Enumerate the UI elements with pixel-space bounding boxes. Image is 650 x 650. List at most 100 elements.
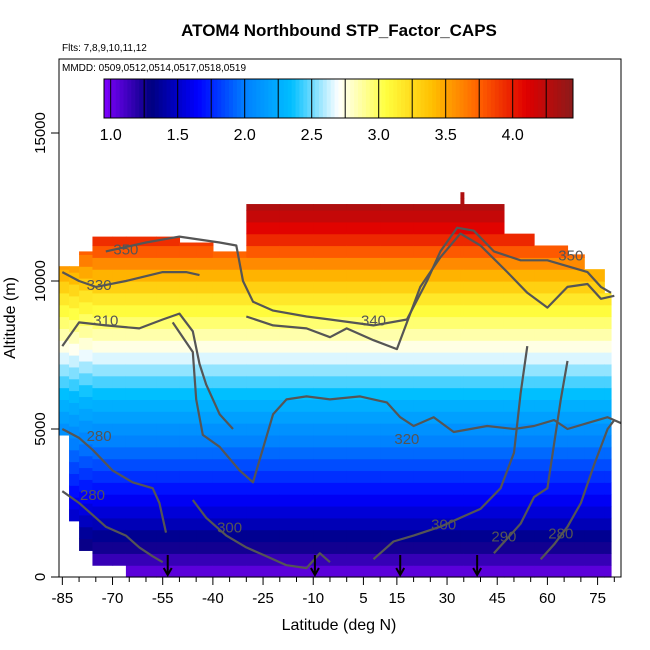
heatmap-cell bbox=[279, 494, 314, 507]
heatmap-cell bbox=[313, 399, 348, 412]
heatmap-cell bbox=[604, 434, 612, 448]
heatmap-cell bbox=[460, 517, 465, 531]
heatmap-cell bbox=[413, 387, 462, 400]
heatmap-cell bbox=[604, 494, 612, 507]
heatmap-cell bbox=[156, 387, 181, 400]
heatmap-cell bbox=[534, 565, 569, 578]
heatmap-cell bbox=[534, 304, 569, 318]
heatmap-cell bbox=[380, 482, 415, 495]
heatmap-cell bbox=[460, 529, 465, 543]
contour-label: 310 bbox=[93, 312, 118, 329]
heatmap-cell bbox=[463, 363, 505, 377]
x-axis-label: Latitude (deg N) bbox=[282, 617, 397, 634]
heatmap-cell bbox=[196, 529, 214, 543]
contour-label: 320 bbox=[394, 431, 419, 448]
heatmap-cell bbox=[279, 399, 314, 412]
colorbar-segment bbox=[139, 79, 144, 118]
heatmap-cell bbox=[584, 363, 605, 377]
heatmap-cell bbox=[92, 482, 114, 495]
colorbar-segment bbox=[385, 79, 390, 118]
heatmap-cell bbox=[460, 192, 465, 199]
contour-labels: 350 350 330 340 310 320 280 280 300 300 290 280 bbox=[80, 241, 583, 545]
heatmap-cell bbox=[279, 233, 314, 247]
heatmap-cell bbox=[196, 242, 214, 247]
colorbar-segment bbox=[569, 79, 574, 118]
heatmap-cell bbox=[460, 565, 465, 578]
heatmap-cell bbox=[125, 470, 157, 483]
heatmap-cell bbox=[584, 387, 605, 400]
colorbar-segment bbox=[416, 79, 422, 118]
colorbar-segment bbox=[303, 79, 308, 118]
heatmap-cell bbox=[92, 245, 114, 258]
heatmap-cell bbox=[604, 316, 612, 329]
heatmap-cell bbox=[112, 505, 127, 519]
colorbar-segment bbox=[189, 79, 195, 118]
colorbar-segment bbox=[494, 79, 500, 118]
heatmap-cell bbox=[112, 494, 127, 507]
heatmap-cell bbox=[460, 411, 465, 424]
heatmap-cell bbox=[125, 292, 157, 306]
heatmap-cell bbox=[246, 340, 281, 353]
heatmap-cell bbox=[380, 553, 415, 566]
heatmap-cell bbox=[79, 301, 94, 315]
colorbar-segment bbox=[150, 79, 156, 118]
colorbar-segment bbox=[279, 79, 285, 118]
heatmap-cell bbox=[212, 541, 247, 554]
heatmap-cell bbox=[112, 482, 127, 495]
colorbar-segment bbox=[389, 79, 394, 118]
colorbar: 1.0 1.5 2.0 2.5 3.0 3.5 4.0 bbox=[100, 78, 574, 144]
heatmap-cell bbox=[125, 281, 157, 294]
heatmap-cell bbox=[156, 304, 181, 318]
heatmap-cell bbox=[604, 340, 612, 353]
heatmap-cell bbox=[534, 328, 569, 341]
heatmap-cell bbox=[212, 411, 247, 424]
colorbar-segment bbox=[518, 79, 523, 118]
heatmap-cell bbox=[212, 257, 247, 270]
colorbar-segment bbox=[178, 79, 183, 118]
heatmap-cell bbox=[567, 541, 585, 554]
heatmap-cell bbox=[179, 387, 197, 400]
heatmap-cell bbox=[156, 529, 181, 543]
heatmap-cell bbox=[380, 434, 415, 448]
heatmap-cell bbox=[463, 352, 505, 365]
x-tick-label: -85 bbox=[52, 590, 74, 607]
colorbar-segment bbox=[361, 79, 367, 118]
heatmap-cell bbox=[584, 494, 605, 507]
colorbar-tick-label: 2.0 bbox=[234, 127, 256, 144]
colorbar-segment bbox=[193, 79, 199, 118]
heatmap-cell bbox=[413, 565, 462, 578]
heatmap-cell bbox=[156, 470, 181, 483]
heatmap-cell bbox=[246, 257, 281, 270]
heatmap-cell bbox=[179, 529, 197, 543]
heatmap-cell bbox=[125, 505, 157, 519]
heatmap-cell bbox=[179, 517, 197, 531]
heatmap-cell bbox=[534, 423, 569, 436]
heatmap-cell bbox=[604, 482, 612, 495]
colorbar-segment bbox=[537, 79, 543, 118]
colorbar-segment bbox=[334, 79, 339, 118]
x-tick-label: -40 bbox=[202, 590, 224, 607]
heatmap-cell bbox=[534, 494, 569, 507]
heatmap-cell bbox=[313, 387, 348, 400]
heatmap-cell bbox=[346, 399, 381, 412]
colorbar-tick-label: 3.5 bbox=[435, 127, 457, 144]
heatmap-cell bbox=[112, 257, 127, 270]
contour-310-line bbox=[61, 312, 234, 430]
colorbar-segment bbox=[428, 79, 433, 118]
contour-label: 300 bbox=[431, 517, 456, 534]
colorbar-segment bbox=[256, 79, 261, 118]
heatmap-cell bbox=[584, 565, 605, 578]
heatmap-cell bbox=[59, 304, 70, 318]
heatmap-cell bbox=[463, 399, 505, 412]
heatmap-cell bbox=[413, 269, 462, 282]
flight-marker-arrow bbox=[395, 555, 406, 578]
heatmap-cell bbox=[69, 402, 80, 415]
colorbar-segment bbox=[272, 79, 277, 118]
heatmap-cell bbox=[279, 529, 314, 543]
heatmap-cell bbox=[380, 352, 415, 365]
heatmap-cell bbox=[179, 482, 197, 495]
heatmap-cell bbox=[125, 446, 157, 460]
heatmap-cell bbox=[212, 292, 247, 306]
colorbar-segment bbox=[404, 79, 410, 118]
heatmap-cell bbox=[460, 553, 465, 566]
